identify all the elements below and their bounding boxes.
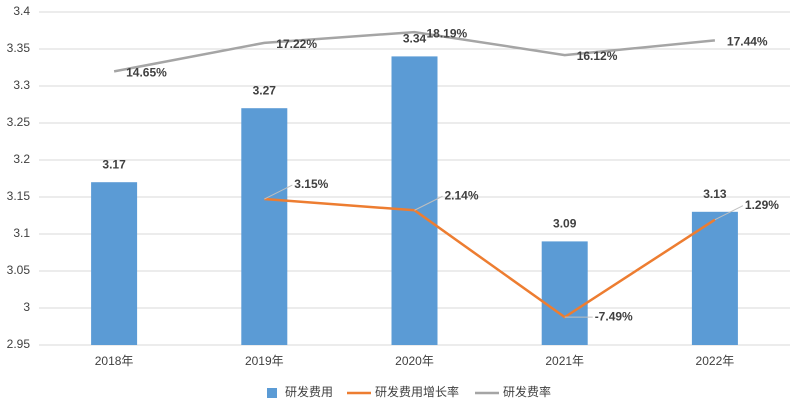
data-label: 18.19% xyxy=(427,26,468,40)
x-tick-label: 2018年 xyxy=(95,354,134,368)
data-label: 3.09 xyxy=(553,217,577,231)
leader-line xyxy=(414,195,443,211)
data-label: 3.34 xyxy=(403,32,427,46)
data-label: 16.12% xyxy=(577,49,618,63)
data-label: -7.49% xyxy=(595,309,633,323)
line xyxy=(113,30,716,73)
bar xyxy=(91,182,138,345)
data-label: 2.14% xyxy=(445,188,479,202)
x-tick-label: 2022年 xyxy=(696,354,735,368)
y-tick-label: 3.35 xyxy=(7,41,31,55)
x-tick-label: 2020年 xyxy=(395,354,434,368)
data-label: 1.29% xyxy=(745,198,779,212)
bar xyxy=(691,211,738,345)
bar xyxy=(541,241,588,345)
data-label: 17.22% xyxy=(276,37,317,51)
data-label: 3.13 xyxy=(703,187,727,201)
line xyxy=(264,197,716,319)
legend-swatch xyxy=(267,388,277,398)
y-tick-label: 3.15 xyxy=(7,189,31,203)
leader-line xyxy=(714,205,744,221)
bar xyxy=(391,56,438,346)
y-tick-label: 2.95 xyxy=(7,337,31,351)
bar xyxy=(241,108,288,345)
legend-label: 研发费用增长率 xyxy=(375,384,459,399)
y-tick-label: 3.05 xyxy=(7,263,31,277)
data-label: 3.15% xyxy=(294,177,328,191)
leader-line xyxy=(264,184,293,200)
legend-label: 研发费用 xyxy=(285,384,333,399)
y-tick-label: 3.3 xyxy=(13,78,30,92)
data-label: 3.17 xyxy=(102,157,126,171)
x-tick-label: 2019年 xyxy=(245,354,284,368)
x-tick-label: 2021年 xyxy=(545,354,584,368)
y-tick-label: 3.25 xyxy=(7,115,31,129)
y-tick-label: 3.1 xyxy=(13,226,30,240)
y-tick-label: 3.4 xyxy=(13,4,30,18)
y-tick-label: 3 xyxy=(23,300,30,314)
y-tick-label: 3.2 xyxy=(13,152,30,166)
data-label: 14.65% xyxy=(126,66,167,80)
data-label: 3.27 xyxy=(253,83,277,97)
legend-label: 研发费率 xyxy=(503,384,551,399)
data-label: 17.44% xyxy=(727,35,768,49)
